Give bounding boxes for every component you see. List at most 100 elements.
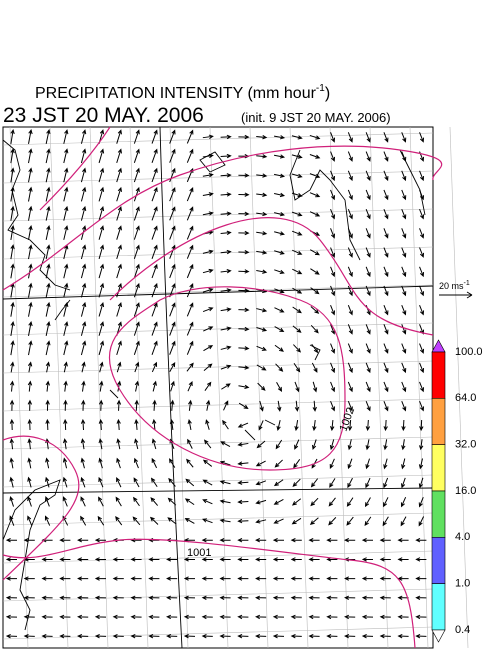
wind-arrow — [238, 384, 250, 390]
wind-arrow — [183, 595, 196, 600]
wind-arrow — [148, 633, 160, 639]
wind-arrow — [219, 480, 231, 485]
wind-arrow — [80, 457, 85, 469]
wind-arrow — [183, 633, 196, 639]
colorbar-label: 32.0 — [455, 439, 476, 451]
wind-arrow — [255, 480, 267, 486]
wind-arrow — [259, 400, 264, 412]
wind-arrow — [133, 457, 139, 469]
wind-arrow — [310, 478, 319, 488]
wind-arrow — [272, 614, 285, 620]
wind-arrow — [383, 497, 389, 508]
wind-arrow — [220, 230, 232, 236]
wind-arrow — [291, 154, 303, 159]
wind-arrow — [401, 304, 407, 316]
wind-arrow — [45, 340, 51, 356]
wind-arrow — [133, 477, 140, 488]
wind-arrow — [45, 225, 51, 240]
wind-arrow — [383, 266, 389, 278]
wind-arrow — [112, 614, 124, 620]
wind-arrow — [133, 167, 140, 183]
wind-arrow — [276, 420, 281, 431]
wind-arrow — [152, 380, 157, 392]
wind-arrow — [401, 285, 407, 297]
wind-arrow — [365, 439, 370, 451]
wind-arrow — [330, 362, 336, 374]
wind-arrow — [272, 538, 285, 543]
wind-arrow — [291, 192, 303, 198]
wind-arrow — [329, 458, 335, 470]
wind-arrow — [347, 458, 353, 470]
wind-arrow — [256, 154, 268, 159]
wind-arrow — [98, 457, 103, 469]
wind-arrow — [272, 595, 285, 600]
wind-arrow — [116, 457, 121, 469]
wind-arrow — [347, 189, 353, 201]
wind-arrow — [238, 192, 250, 197]
wind-arrow — [326, 576, 338, 581]
wind-arrow — [290, 633, 302, 639]
wind-arrow — [347, 343, 353, 354]
wind-arrow — [364, 516, 372, 527]
wind-arrow — [397, 633, 409, 639]
wind-arrow — [63, 282, 69, 298]
wind-arrow — [28, 224, 33, 240]
wind-arrow — [112, 557, 124, 562]
wind-arrow — [133, 129, 140, 144]
wind-arrow — [330, 419, 335, 432]
wind-arrow — [133, 225, 140, 240]
wind-arrow — [94, 557, 107, 562]
wind-arrow — [186, 244, 194, 259]
wind-arrow — [294, 439, 300, 450]
wind-arrow — [63, 380, 68, 392]
wind-arrow — [134, 361, 140, 373]
wind-arrow — [257, 382, 266, 391]
wind-arrow — [312, 419, 317, 432]
title-close: ) — [325, 85, 330, 102]
wind-arrow — [27, 361, 33, 373]
wind-arrow — [237, 576, 249, 581]
wind-arrow — [347, 170, 353, 182]
wind-arrow — [115, 496, 122, 507]
wind-arrow — [151, 457, 158, 469]
wind-arrow — [255, 519, 267, 524]
wind-arrow — [379, 557, 391, 562]
wind-arrow — [134, 399, 139, 411]
wind-arrow — [365, 419, 371, 432]
wind-arrow — [202, 268, 214, 274]
wind-arrow — [344, 633, 356, 639]
wind-arrow — [166, 576, 178, 581]
title-text: PRECIPITATION INTENSITY (mm hour — [35, 85, 317, 102]
wind-arrow — [273, 135, 286, 140]
wind-arrow — [255, 538, 267, 543]
isobar-label: 1001 — [187, 547, 211, 559]
wind-arrow — [44, 496, 50, 507]
wind-arrow — [344, 576, 356, 581]
wind-arrow — [238, 250, 250, 255]
wind-arrow — [10, 186, 15, 202]
wind-arrow — [80, 148, 87, 164]
wind-arrow — [10, 263, 15, 279]
wind-arrow — [365, 477, 371, 489]
meridian-line — [129, 126, 149, 649]
wind-arrow — [347, 381, 353, 393]
wind-arrow — [419, 362, 425, 374]
meridian — [159, 126, 183, 649]
wind-arrow — [238, 365, 250, 370]
wind-arrow — [383, 208, 389, 220]
wind-arrow — [133, 321, 140, 336]
init-time: (init. 9 JST 20 MAY. 2006) — [241, 110, 391, 125]
wind-arrow — [309, 517, 319, 525]
wind-arrow — [186, 302, 194, 317]
wind-arrow — [63, 321, 69, 336]
wind-arrow — [220, 441, 231, 448]
wind-arrow — [150, 477, 158, 488]
wind-arrow — [98, 321, 105, 336]
wind-arrow — [112, 595, 124, 600]
parallel-line — [2, 284, 434, 298]
wind-arrow — [41, 614, 53, 620]
wind-arrow — [63, 361, 68, 373]
wind-arrow — [112, 576, 124, 581]
wind-arrow — [379, 614, 391, 620]
wind-arrow — [45, 301, 51, 317]
